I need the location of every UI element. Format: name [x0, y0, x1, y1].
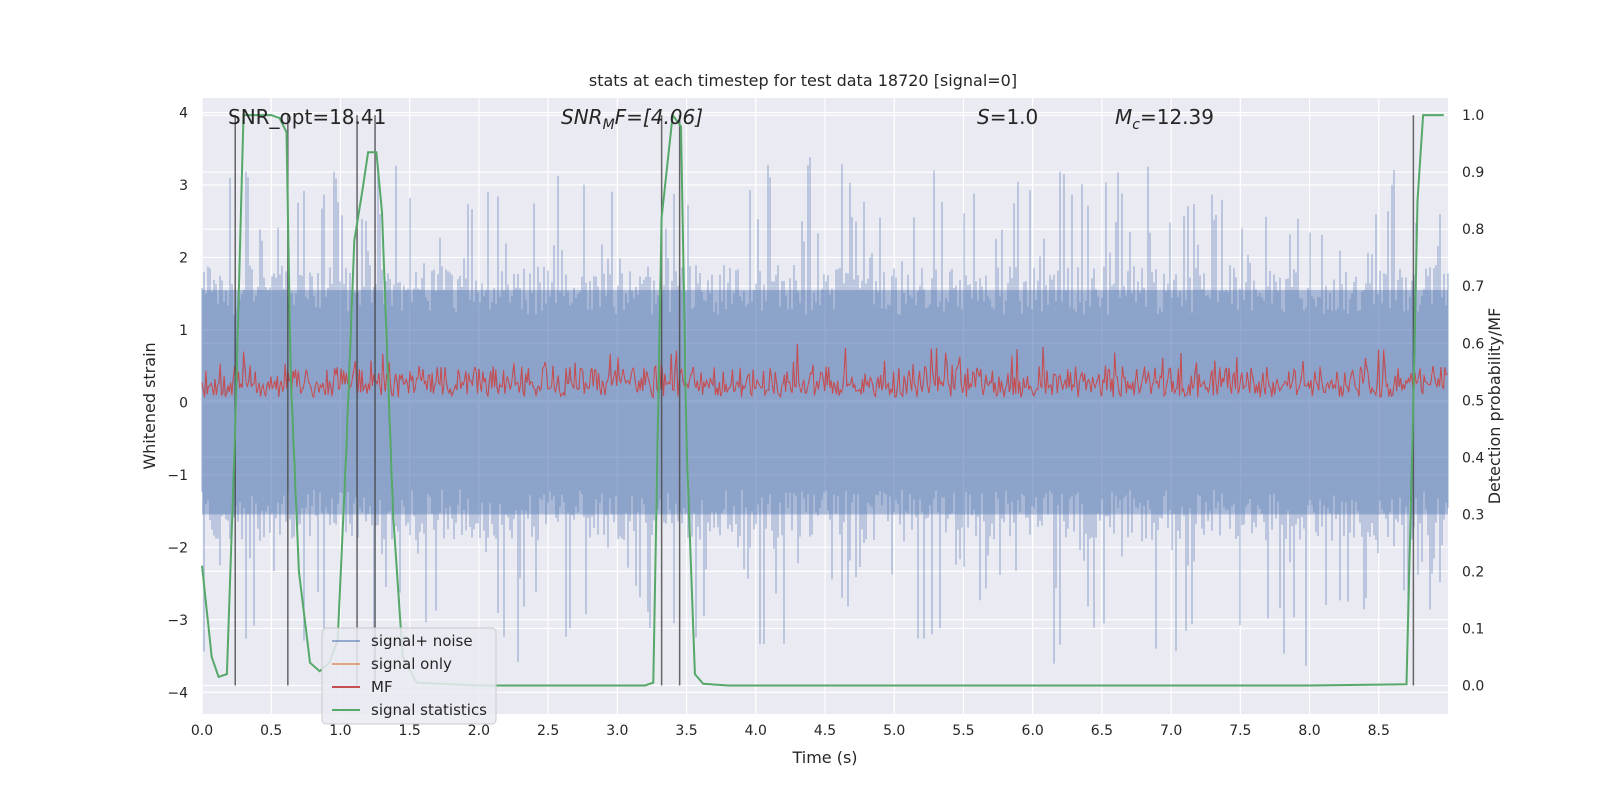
legend-label-signal-only: signal only — [371, 655, 452, 673]
annotation-s: S=1.0 — [977, 105, 1038, 129]
snr-mf-subscript: M — [603, 117, 615, 133]
x-tick-label: 6.5 — [1091, 723, 1113, 739]
s-symbol: S — [977, 105, 990, 129]
y-axis-ticks: 4 3 2 1 0 −1 −2 −3 −4 — [167, 105, 188, 701]
mc-value: =12.39 — [1140, 105, 1214, 129]
y2-tick-label: 1.0 — [1462, 108, 1484, 124]
snr-mf-symbol: SNR — [561, 105, 603, 129]
x-tick-label: 5.0 — [883, 723, 905, 739]
y2-tick-label: 0.8 — [1462, 222, 1484, 238]
x-tick-label: 4.5 — [814, 723, 836, 739]
legend-label-signal-statistics: signal statistics — [371, 701, 487, 719]
x-tick-label: 6.0 — [1022, 723, 1044, 739]
y-tick-label: 1 — [179, 323, 188, 339]
y2-tick-label: 0.4 — [1462, 450, 1484, 466]
x-tick-label: 7.5 — [1229, 723, 1251, 739]
y-tick-label: 2 — [179, 250, 188, 266]
x-tick-label: 0.5 — [260, 723, 282, 739]
s-value: =1.0 — [990, 105, 1039, 129]
x-tick-label: 1.5 — [399, 723, 421, 739]
chart-title: stats at each timestep for test data 187… — [589, 71, 1017, 90]
x-tick-label: 4.0 — [745, 723, 767, 739]
grid-x — [201, 98, 1380, 714]
legend-label-signal-noise: signal+ noise — [371, 632, 473, 650]
y2-axis-label: Detection probability/MF — [1485, 308, 1504, 505]
noise-upper-sticks — [201, 157, 1449, 403]
y2-tick-label: 0.5 — [1462, 393, 1484, 409]
mf-series — [201, 343, 1448, 399]
x-tick-label: 1.0 — [329, 723, 351, 739]
annotation-mc: Mc=12.39 — [1115, 105, 1214, 133]
legend-label-mf: MF — [371, 678, 393, 696]
y2-tick-label: 0.2 — [1462, 564, 1484, 580]
y2-axis-ticks: 1.0 0.9 0.8 0.7 0.6 0.5 0.4 0.3 0.2 0.1 0.0 — [1462, 108, 1484, 694]
y2-tick-label: 0.0 — [1462, 678, 1484, 694]
y2-tick-label: 0.1 — [1462, 621, 1484, 637]
legend-box — [321, 627, 497, 725]
x-tick-label: 5.5 — [952, 723, 974, 739]
y-tick-label: 3 — [179, 178, 188, 194]
y-tick-label: 0 — [179, 395, 188, 411]
y2-tick-label: 0.7 — [1462, 279, 1484, 295]
annotation-snr-mf: SNRMF=[4.06] — [561, 105, 703, 133]
noise-lower-sticks — [201, 402, 1449, 674]
x-tick-label: 8.5 — [1368, 723, 1390, 739]
signal-noise-series — [201, 157, 1449, 674]
y-tick-label: 4 — [179, 105, 188, 121]
x-tick-label: 2.5 — [537, 723, 559, 739]
noise-band — [202, 290, 1448, 515]
y-axis-label: Whitened strain — [140, 342, 159, 469]
grid-y — [202, 111, 1448, 693]
x-tick-label: 3.0 — [606, 723, 628, 739]
x-axis-label: Time (s) — [791, 748, 857, 767]
y-tick-label: −4 — [167, 685, 188, 701]
y2-tick-label: 0.6 — [1462, 336, 1484, 352]
annotation-snr-opt: SNR_opt=18.41 — [228, 105, 386, 129]
x-tick-label: 7.0 — [1160, 723, 1182, 739]
mc-subscript: c — [1132, 117, 1140, 133]
mc-symbol: M — [1115, 105, 1132, 129]
x-tick-label: 8.0 — [1298, 723, 1320, 739]
y-tick-label: −2 — [167, 540, 188, 556]
x-tick-label: 0.0 — [191, 723, 213, 739]
mf-line — [201, 343, 1448, 399]
y2-tick-label: 0.9 — [1462, 165, 1484, 181]
snr-mf-value: F=[4.06] — [615, 105, 703, 129]
x-axis-ticks: 0.0 0.5 1.0 1.5 2.0 2.5 3.0 3.5 4.0 4.5 5.0 5.5 6.0 6… — [191, 723, 1390, 739]
signal-statistics-line — [201, 112, 1444, 687]
legend: signal+ noise signal only MF signal stat… — [321, 627, 497, 725]
x-tick-label: 2.0 — [468, 723, 490, 739]
y-tick-label: −3 — [167, 613, 188, 629]
x-tick-label: 3.5 — [675, 723, 697, 739]
y2-tick-label: 0.3 — [1462, 507, 1484, 523]
y-tick-label: −1 — [167, 468, 188, 484]
